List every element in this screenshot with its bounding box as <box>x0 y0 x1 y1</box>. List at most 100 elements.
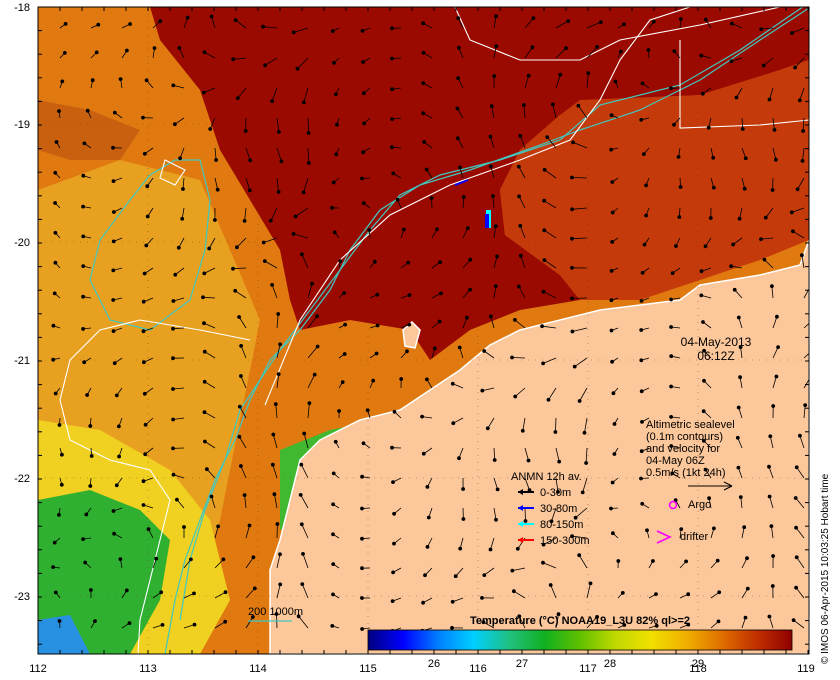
velocity-arrow <box>550 584 557 599</box>
velocity-arrow <box>543 200 557 209</box>
velocity-arrow-head <box>654 592 658 596</box>
velocity-arrow <box>483 350 495 359</box>
velocity-arrow-head <box>111 298 116 302</box>
velocity-arrow <box>240 465 247 479</box>
velocity-arrow-head <box>233 288 238 293</box>
velocity-arrow <box>802 147 805 161</box>
velocity-arrow <box>803 405 806 419</box>
velocity-arrow-head <box>531 16 536 21</box>
velocity-arrow <box>586 616 598 629</box>
velocity-arrow-head <box>82 141 87 146</box>
velocity-arrow-head <box>335 122 339 127</box>
velocity-arrow-head <box>390 87 395 92</box>
velocity-arrow <box>797 177 805 190</box>
velocity-arrow-head <box>399 377 404 381</box>
velocity-arrow-head <box>542 198 546 203</box>
velocity-arrow-head <box>306 161 311 165</box>
velocity-arrow-head <box>88 424 93 428</box>
velocity-arrow-head <box>703 244 708 249</box>
velocity-arrow-head <box>269 218 273 223</box>
velocity-arrow-head <box>573 515 578 520</box>
velocity-arrow-head <box>435 227 439 232</box>
velocity-arrow-head <box>127 621 132 625</box>
velocity-arrow <box>270 207 278 221</box>
velocity-arrow-head <box>340 380 345 385</box>
velocity-arrow <box>244 207 247 221</box>
velocity-arrow-head <box>654 623 659 628</box>
velocity-arrow <box>493 447 496 461</box>
velocity-arrow-head <box>517 194 521 199</box>
velocity-arrow-head <box>361 441 366 446</box>
velocity-arrow-head <box>711 185 716 190</box>
velocity-arrow <box>245 557 254 569</box>
velocity-arrow-head <box>732 287 737 292</box>
velocity-arrow-head <box>159 590 164 595</box>
velocity-arrow-head <box>570 207 574 212</box>
velocity-arrow <box>571 237 588 240</box>
velocity-arrow-head <box>494 44 499 49</box>
velocity-arrow <box>584 417 588 433</box>
velocity-arrow-head <box>609 147 614 152</box>
velocity-arrow-head <box>300 582 305 586</box>
velocity-arrow-head <box>455 136 460 141</box>
velocity-arrow <box>297 57 309 69</box>
velocity-arrow-head <box>702 439 706 443</box>
velocity-arrow-head <box>201 295 205 300</box>
velocity-arrow <box>245 147 251 161</box>
legend-item: 30-80m <box>518 503 577 515</box>
velocity-arrow-head <box>279 159 284 164</box>
velocity-arrow-head <box>390 145 394 150</box>
velocity-arrow-head <box>557 459 562 464</box>
velocity-arrow-head <box>767 494 772 499</box>
velocity-arrow-head <box>425 377 429 382</box>
velocity-arrow-head <box>736 315 741 320</box>
map-frame <box>37 6 810 655</box>
velocity-arrow-head <box>144 243 149 248</box>
drifter-label: drifter <box>680 531 708 543</box>
velocity-arrow <box>274 494 278 509</box>
velocity-arrow-head <box>495 254 500 259</box>
velocity-arrow <box>263 26 278 29</box>
velocity-arrow-head <box>558 72 563 77</box>
velocity-arrow <box>803 288 809 299</box>
velocity-arrow-head <box>271 432 276 437</box>
velocity-arrow <box>542 325 557 329</box>
velocity-arrow-head <box>390 26 394 31</box>
legend-title: ANMN 12h av. <box>511 471 582 483</box>
velocity-arrow <box>208 237 216 249</box>
velocity-arrow <box>586 583 591 599</box>
velocity-arrow <box>543 291 557 299</box>
velocity-arrow-head <box>373 259 377 264</box>
legend-item-label: 80-150m <box>540 519 583 531</box>
velocity-arrow-head <box>622 623 627 627</box>
velocity-arrow-head <box>145 184 150 189</box>
velocity-arrow-head <box>60 452 64 457</box>
velocity-arrow-head <box>90 78 95 83</box>
velocity-arrow-head <box>553 430 558 434</box>
velocity-arrow-head <box>118 557 123 561</box>
velocity-arrow-head <box>701 409 706 414</box>
velocity-arrow-head <box>493 284 498 289</box>
velocity-arrow-head <box>485 426 490 431</box>
velocity-arrow-head <box>202 50 207 55</box>
velocity-arrow <box>555 47 567 59</box>
velocity-arrow-head <box>715 558 720 563</box>
velocity-arrow-head <box>700 91 705 96</box>
velocity-arrow-head <box>57 513 61 517</box>
velocity-arrow-head <box>83 560 88 565</box>
velocity-arrow-head <box>461 195 466 199</box>
velocity-arrow-head <box>768 434 773 439</box>
velocity-arrow-head <box>712 526 716 531</box>
velocity-arrow <box>276 374 280 389</box>
velocity-arrow <box>791 27 805 34</box>
velocity-arrow <box>772 147 777 160</box>
velocity-arrow <box>484 567 495 576</box>
velocity-arrow-head <box>182 525 186 529</box>
velocity-arrow-head <box>582 430 587 435</box>
velocity-arrow-head <box>176 245 181 250</box>
velocity-arrow-head <box>736 405 741 410</box>
velocity-arrow-head <box>494 517 498 522</box>
x-tick-label: 112 <box>29 663 47 675</box>
velocity-arrow-head <box>609 328 614 333</box>
velocity-arrow-head <box>391 570 396 575</box>
